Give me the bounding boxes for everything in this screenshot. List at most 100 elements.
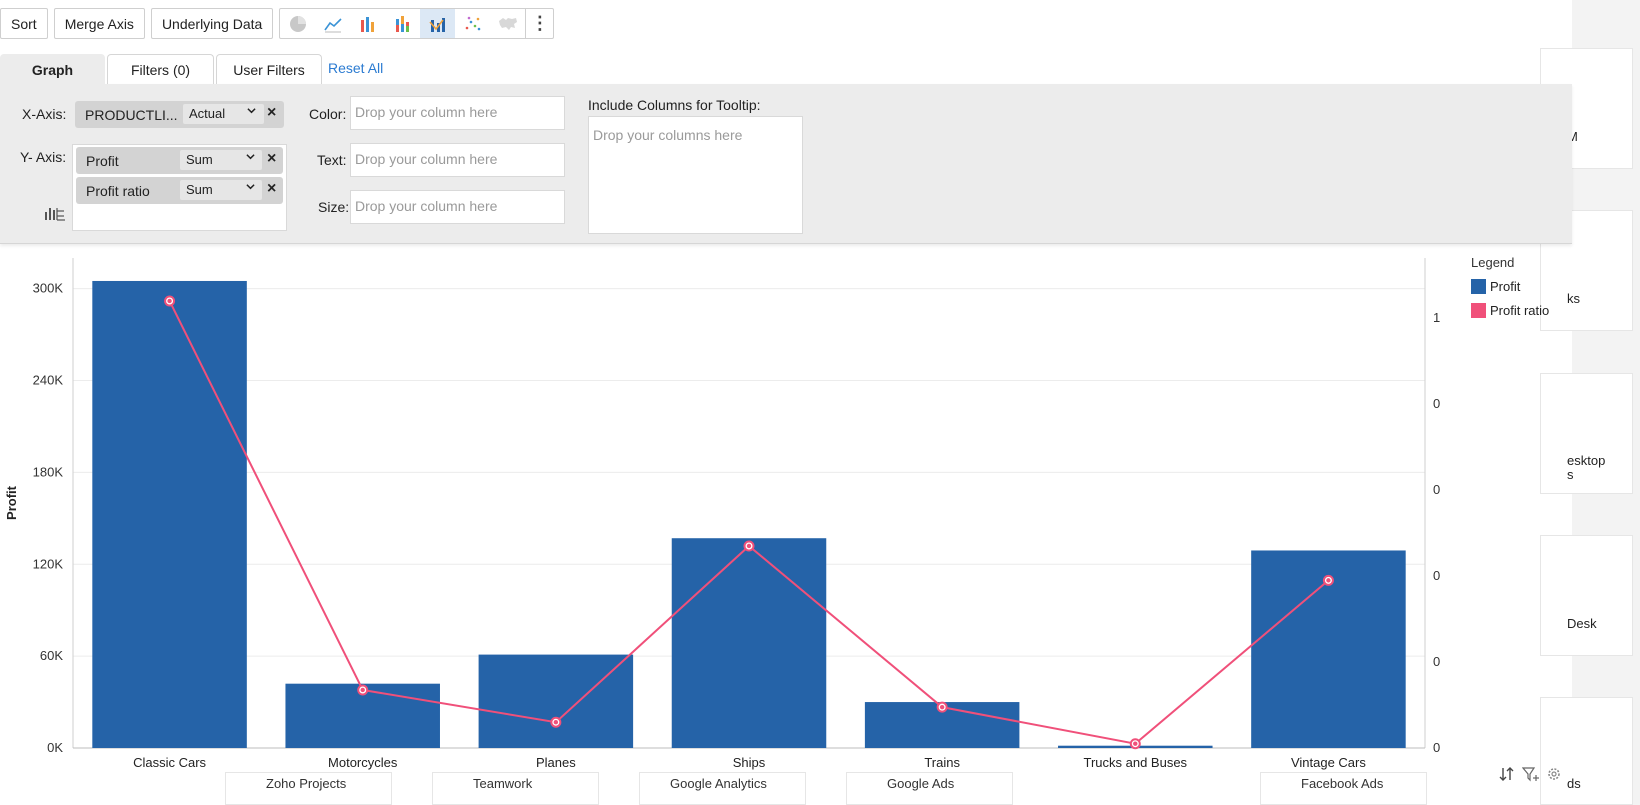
y-tick-label: 180K [33,464,64,479]
y-axis-pill[interactable]: Profit Sum × [76,147,283,174]
background-card-label: Desk [1567,616,1597,631]
background-card: Google Analytics [639,772,806,805]
y-axis-label: Y- Axis: [20,149,67,165]
background-card: Desk [1540,535,1633,656]
line-point-center [1326,578,1331,583]
filter-add-icon[interactable] [1522,766,1540,782]
size-dropzone[interactable]: Drop your column here [350,190,565,224]
combo-chart-icon[interactable] [420,9,456,38]
tab-filters[interactable]: Filters (0) [107,54,214,85]
line-point-center [167,298,172,304]
legend-title: Legend [1471,255,1515,270]
x-tick-label: Planes [536,755,576,770]
x-axis-column: PRODUCTLI... [85,107,178,123]
x-tick-label: Motorcycles [328,755,398,770]
background-card-label: ks [1567,291,1580,306]
sort-icon[interactable] [1498,766,1516,782]
line-point-center [746,543,752,549]
line-point-center [553,720,559,725]
bar [92,280,247,748]
chart-toolbar: Sort Merge Axis Underlying Data ⋮ [0,8,555,39]
text-label: Text: [317,152,347,168]
background-card-label: M [1567,129,1578,144]
legend-swatch [1471,279,1486,294]
background-card: Zoho Projects [225,772,392,805]
chevron-down-icon [246,154,255,160]
combo-chart: 0K 60K 120K 180K 240K 300K 0 0.2 0.4 0.6 0.8 1 Profi… [4,258,1440,770]
x-axis-aggregate-select[interactable]: Actual [183,104,264,124]
axis-settings-icon[interactable] [44,204,66,222]
x-axis-pill[interactable]: PRODUCTLI... Actual × [75,101,284,128]
color-label: Color: [309,106,347,122]
chevron-down-icon [246,184,255,190]
merge-axis-button[interactable]: Merge Axis [53,8,145,39]
legend-label: Profit [1490,279,1521,294]
stacked-bar-icon[interactable] [385,9,420,38]
y2-tick-label: 0 [1433,740,1440,755]
tooltip-columns-label: Include Columns for Tooltip: [588,97,761,113]
background-card-label: Google Analytics [670,776,767,791]
y2-tick-label: 0.4 [1433,568,1440,583]
text-dropzone[interactable]: Drop your column here [350,143,565,177]
tooltip-dropzone[interactable]: Drop your columns here [588,116,803,234]
x-axis-aggregate-value: Actual [189,106,226,121]
y-axis-aggregate-value: Sum [186,152,213,167]
sort-button[interactable]: Sort [0,8,48,39]
x-tick-label: Classic Cars [133,755,206,770]
remove-y-axis-icon[interactable]: × [267,150,277,167]
bar [478,654,634,748]
x-tick-label: Ships [733,755,766,770]
pie-chart-icon[interactable] [280,9,315,38]
background-card-label-line: esktop [1567,453,1606,468]
y2-tick-label: 0.6 [1433,482,1440,497]
background-card: Google Ads [846,772,1013,805]
y-tick-label: 60K [40,648,63,663]
y-tick-label: 240K [33,373,64,388]
y-axis-aggregate-select[interactable]: Sum [180,150,262,170]
size-label: Size: [318,199,350,215]
background-card: ds [1540,697,1633,805]
y-axis-column: Profit [86,153,119,169]
bar [671,538,827,748]
remove-x-axis-icon[interactable]: × [267,104,277,121]
line-point-center [939,704,945,710]
background-card-label: ds [1567,776,1581,791]
background-card-label: Zoho Projects [266,776,347,791]
background-card-label: esktop s [1567,454,1605,482]
remove-y-axis-icon[interactable]: × [267,180,277,197]
x-tick-label: Trucks and Buses [1084,755,1188,770]
legend-item-profit[interactable]: Profit [1471,279,1520,294]
background-card-label: Facebook Ads [1301,776,1384,791]
line-point-center [1133,741,1138,746]
y2-tick-label: 0.2 [1433,654,1440,669]
legend-swatch [1471,303,1486,318]
chart-type-selector: ⋮ [279,8,555,39]
chart-bottom-tools [1498,766,1562,782]
background-card: Teamwork [432,772,599,805]
tab-user-filters[interactable]: User Filters [216,54,322,85]
color-dropzone[interactable]: Drop your column here [350,96,565,130]
x-tick-label: Trains [924,755,960,770]
y-axis-aggregate-value: Sum [186,182,213,197]
more-options-icon[interactable]: ⋮ [525,9,553,38]
line-point-center [360,687,365,693]
reset-all-link[interactable]: Reset All [328,60,384,76]
y-axis-aggregate-select[interactable]: Sum [180,180,262,200]
background-card: Facebook Ads [1260,772,1427,805]
x-axis-label: X-Axis: [22,106,67,122]
legend-item-profit-ratio[interactable]: Profit ratio [1471,303,1549,318]
y-axis-pill[interactable]: Profit ratio Sum × [76,177,283,204]
tab-graph[interactable]: Graph [0,54,105,85]
background-card-label: Teamwork [473,776,533,791]
y2-tick-label: 0.8 [1433,396,1440,411]
y-tick-label: 0K [47,740,63,755]
bar-chart-icon[interactable] [350,9,385,38]
underlying-data-button[interactable]: Underlying Data [150,8,274,39]
background-card-label-line: s [1567,467,1574,482]
scatter-chart-icon[interactable] [455,9,490,38]
gear-icon[interactable] [1546,766,1562,782]
line-chart-icon[interactable] [315,9,350,38]
map-chart-icon[interactable] [490,9,525,38]
y-tick-label: 300K [33,281,64,296]
y2-tick-label: 1 [1433,310,1440,325]
